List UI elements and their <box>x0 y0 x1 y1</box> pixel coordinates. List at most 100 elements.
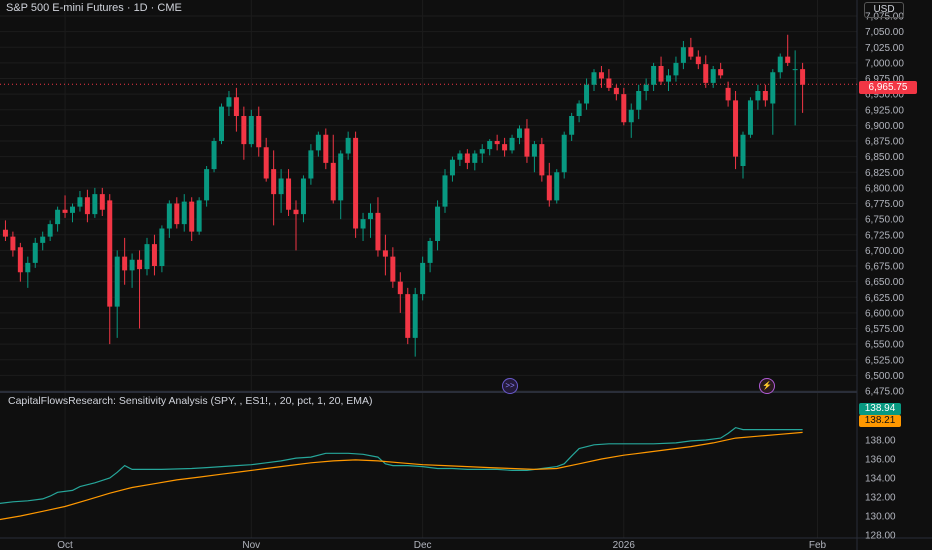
time-tick-label: Feb <box>809 540 827 550</box>
candle-body <box>99 194 105 210</box>
candle-body <box>174 203 180 225</box>
candle-body <box>10 236 16 251</box>
candle-body <box>427 241 433 263</box>
candle-body <box>263 147 269 179</box>
candle-body <box>509 137 515 151</box>
price-tick-label: 6,875.00 <box>865 137 904 148</box>
time-axis[interactable]: Oct Nov Dec 2026 Feb <box>57 540 826 550</box>
candle-body <box>77 197 83 207</box>
candle-body <box>55 209 61 225</box>
currency-selector[interactable]: USD <box>864 2 904 18</box>
price-tick-label: 6,525.00 <box>865 355 904 366</box>
indicator-series-line <box>0 426 803 504</box>
candle-body <box>181 201 187 225</box>
candle-body <box>688 47 694 57</box>
candle-body <box>323 134 329 163</box>
candle-body <box>390 256 396 282</box>
candle-body <box>591 72 597 85</box>
price-tick-label: 7,050.00 <box>865 27 904 38</box>
earnings-marker-icon[interactable]: ⚡ <box>759 378 775 394</box>
candle-body <box>449 159 455 176</box>
candle-body <box>569 116 575 135</box>
candle-body <box>733 100 739 157</box>
candle-body <box>137 259 143 270</box>
candle-body <box>345 137 351 154</box>
candle-body <box>32 242 38 263</box>
candle-body <box>412 294 418 338</box>
price-tick-label: 6,925.00 <box>865 105 904 116</box>
candle-body <box>770 72 776 104</box>
candle-body <box>375 212 381 251</box>
candle-body <box>613 87 619 95</box>
candle-body <box>271 169 277 195</box>
candle-body <box>494 141 500 145</box>
candle-body <box>487 141 493 150</box>
candle-body <box>479 149 485 154</box>
price-tick-label: 6,850.00 <box>865 152 904 163</box>
candle-body <box>502 144 508 151</box>
candle-body <box>204 169 210 201</box>
candle-body <box>17 247 23 273</box>
indicator-tick-label: 128.00 <box>865 531 896 542</box>
candle-body <box>129 259 135 271</box>
candle-body <box>651 66 657 85</box>
price-tick-label: 6,825.00 <box>865 168 904 179</box>
candle-body <box>84 197 90 215</box>
indicator-series-line <box>0 431 803 521</box>
candle-body <box>554 172 560 201</box>
candle-body <box>643 84 649 91</box>
price-tick-label: 7,025.00 <box>865 43 904 54</box>
price-tick-label: 6,775.00 <box>865 199 904 210</box>
candle-body <box>606 78 612 88</box>
candle-body <box>382 250 388 257</box>
candle-body <box>397 281 403 295</box>
time-tick-label: Dec <box>414 540 432 550</box>
candle-body <box>703 64 709 83</box>
candle-body <box>360 219 366 229</box>
candle-body <box>435 206 441 241</box>
indicator-axis[interactable]: 140.00138.00136.00134.00132.00130.00128.… <box>865 417 896 542</box>
candle-body <box>70 206 75 213</box>
candle-body <box>62 209 68 213</box>
price-tick-label: 6,750.00 <box>865 215 904 226</box>
candle-body <box>666 75 671 82</box>
price-tick-label: 6,975.00 <box>865 74 904 85</box>
candle-body <box>546 175 552 201</box>
indicator-tick-label: 132.00 <box>865 493 896 504</box>
candle-body <box>673 62 679 76</box>
price-tick-label: 6,650.00 <box>865 277 904 288</box>
candle-body <box>144 244 150 270</box>
candle-body <box>166 203 172 229</box>
event-marker-icon[interactable]: >> <box>502 378 518 394</box>
price-tick-label: 6,575.00 <box>865 324 904 335</box>
candle-body <box>517 128 522 138</box>
candle-body <box>219 106 224 141</box>
candle-body <box>718 69 724 76</box>
indicator-tick-label: 134.00 <box>865 474 896 485</box>
candle-body <box>211 141 217 170</box>
price-tick-label: 6,500.00 <box>865 371 904 382</box>
candle-body <box>680 47 686 63</box>
candle-body <box>636 91 642 110</box>
price-tick-label: 6,600.00 <box>865 308 904 319</box>
price-axis[interactable]: 7,075.007,050.007,025.007,000.006,975.00… <box>865 12 904 398</box>
candle-body <box>248 116 254 145</box>
candle-body <box>472 153 478 163</box>
price-tick-label: 6,700.00 <box>865 246 904 257</box>
candle-body <box>286 178 292 210</box>
candle-body <box>241 116 247 145</box>
price-tick-label: 6,800.00 <box>865 183 904 194</box>
candle-body <box>442 175 448 207</box>
candle-body <box>2 229 8 237</box>
indicator-title[interactable]: CapitalFlowsResearch: Sensitivity Analys… <box>8 395 373 407</box>
candle-body <box>151 244 157 266</box>
candle-body <box>114 256 120 307</box>
last-price-label: 6,965.75 <box>859 81 917 94</box>
candle-body <box>308 150 314 179</box>
price-tick-label: 7,000.00 <box>865 58 904 69</box>
candle-body <box>196 200 202 232</box>
candle-body <box>457 153 463 160</box>
candle-body <box>338 153 344 201</box>
candles <box>2 34 806 357</box>
